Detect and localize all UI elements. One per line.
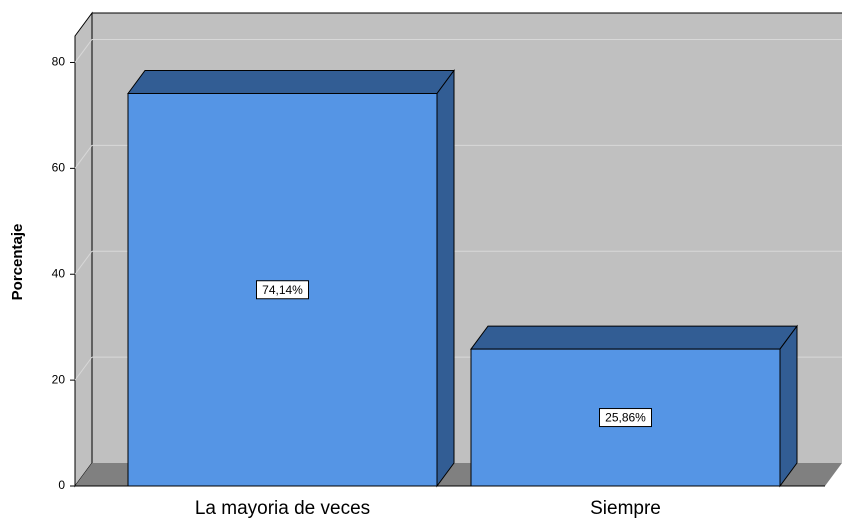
grid-line [74,356,93,381]
y-tick-label: 40 [52,266,66,280]
value-label: 74,14% [262,283,303,297]
grid-line [74,145,93,169]
y-tick-label: 60 [52,161,66,175]
value-label-box [599,408,652,428]
value-label-box [256,280,309,300]
x-tick-label: Siempre [590,498,661,519]
y-axis-label: Porcentaje [9,224,26,301]
side-wall [74,11,93,488]
bar-side [779,324,798,488]
value-label: 25,86% [605,411,646,425]
y-tick-label: 0 [58,478,65,492]
grid-line [74,250,93,275]
x-tick-label: La mayoria de veces [195,498,370,519]
bar-side [436,68,455,488]
y-tick-label: 20 [52,372,66,386]
bar-top [127,69,455,94]
bar-top [470,325,798,350]
y-tick-label: 80 [52,55,66,69]
grid-line [74,39,93,63]
